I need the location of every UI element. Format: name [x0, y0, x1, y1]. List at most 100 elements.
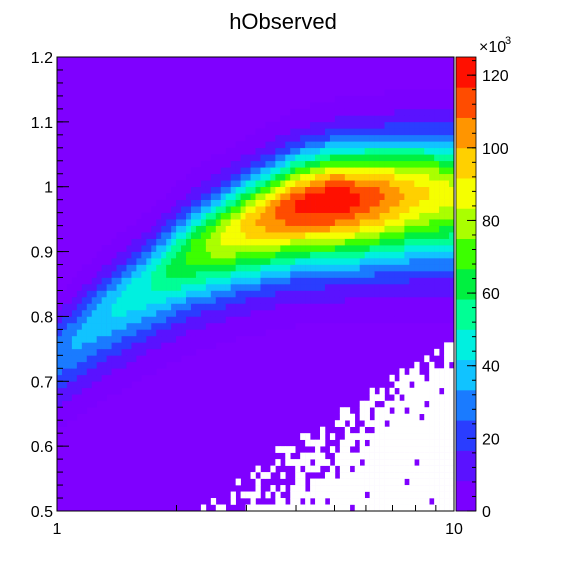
heatmap-cell-empty	[339, 478, 346, 486]
heatmap-cell	[186, 193, 192, 200]
heatmap-cell	[190, 335, 197, 343]
heatmap-cell	[66, 400, 73, 408]
heatmap-cell	[320, 121, 326, 129]
heatmap-cell	[265, 173, 271, 181]
heatmap-cell	[57, 329, 63, 337]
heatmap-cell	[96, 342, 102, 350]
heatmap-cell	[329, 212, 336, 220]
heatmap-cell	[320, 316, 326, 324]
heatmap-cell	[369, 212, 375, 220]
heatmap-cell-empty	[389, 439, 395, 447]
heatmap-cell	[310, 154, 316, 162]
heatmap-cell	[384, 121, 390, 129]
heatmap-cell	[285, 238, 291, 246]
heatmap-cell	[374, 102, 380, 110]
heatmap-cell	[181, 238, 187, 246]
heatmap-cell	[96, 335, 102, 343]
heatmap-cell	[349, 154, 356, 162]
heatmap-cell	[151, 271, 157, 278]
heatmap-cell	[171, 303, 177, 311]
heatmap-cell	[265, 141, 271, 149]
heatmap-cell	[334, 284, 341, 291]
heatmap-cell	[146, 355, 152, 363]
heatmap-cell	[116, 245, 122, 252]
heatmap-cell-empty	[429, 491, 435, 499]
heatmap-cell	[300, 212, 306, 220]
heatmap-cell	[176, 238, 182, 246]
heatmap-cell	[265, 290, 271, 298]
heatmap-cell	[195, 251, 202, 259]
heatmap-cell	[71, 368, 78, 376]
color-scale-segment	[456, 147, 476, 179]
heatmap-cell-empty	[220, 504, 227, 512]
heatmap-cell	[96, 374, 102, 382]
heatmap-cell-empty	[434, 439, 440, 447]
heatmap-cell	[344, 264, 351, 272]
heatmap-cell	[86, 329, 93, 337]
heatmap-cell	[76, 309, 83, 317]
heatmap-cell	[121, 381, 127, 389]
heatmap-cell	[364, 115, 370, 123]
heatmap-cell-empty	[389, 387, 395, 395]
heatmap-cell	[116, 271, 122, 278]
heatmap-cell	[409, 212, 415, 220]
heatmap-cell-empty	[449, 491, 455, 499]
heatmap-cell	[354, 290, 361, 298]
heatmap-cell	[86, 296, 93, 304]
heatmap-cell	[205, 258, 212, 265]
heatmap-cell	[275, 271, 281, 278]
heatmap-cell	[434, 238, 440, 246]
heatmap-cell	[230, 284, 236, 291]
heatmap-cell	[91, 296, 97, 304]
heatmap-cell	[369, 186, 375, 194]
heatmap-cell	[245, 277, 251, 285]
heatmap-cell	[389, 173, 395, 181]
heatmap-cell	[200, 284, 207, 291]
heatmap-cell	[76, 284, 83, 291]
heatmap-cell	[57, 374, 63, 382]
heatmap-cell	[429, 238, 435, 246]
heatmap-cell	[111, 368, 117, 376]
heatmap-cell	[161, 316, 167, 324]
heatmap-cell	[300, 206, 306, 213]
heatmap-cell	[190, 329, 197, 337]
heatmap-cell-empty	[300, 478, 306, 486]
heatmap-cell	[310, 303, 316, 311]
heatmap-cell	[121, 355, 127, 363]
heatmap-cell-empty	[409, 439, 415, 447]
heatmap-cell	[399, 264, 405, 272]
heatmap-cell	[245, 251, 251, 259]
heatmap-cell	[76, 296, 83, 304]
heatmap-cell	[195, 258, 202, 265]
heatmap-cell	[235, 329, 241, 337]
heatmap-cell	[195, 277, 202, 285]
heatmap-cell	[106, 335, 112, 343]
heatmap-cell	[344, 271, 351, 278]
heatmap-cell	[315, 206, 321, 213]
heatmap-cell	[171, 186, 177, 194]
heatmap-cell	[399, 121, 405, 129]
heatmap-cell	[424, 258, 430, 265]
heatmap-cell-empty	[374, 413, 380, 421]
heatmap-cell	[200, 296, 207, 304]
heatmap-cell	[389, 95, 395, 103]
heatmap-cell	[290, 193, 296, 200]
heatmap-cell	[339, 102, 346, 110]
heatmap-cell	[220, 335, 227, 343]
heatmap-cell	[324, 212, 331, 220]
heatmap-cell	[434, 219, 440, 226]
heatmap-cell	[339, 212, 346, 220]
heatmap-cell	[404, 167, 410, 175]
heatmap-cell	[171, 335, 177, 343]
heatmap-cell	[81, 355, 88, 363]
heatmap-cell	[280, 160, 286, 168]
heatmap-cell	[419, 290, 425, 298]
heatmap-cell	[230, 206, 236, 213]
heatmap-cell	[136, 271, 142, 278]
heatmap-cell	[329, 303, 336, 311]
heatmap-cell	[310, 271, 316, 278]
heatmap-cell	[320, 309, 326, 317]
heatmap-cell	[270, 303, 276, 311]
heatmap-cell	[101, 258, 107, 265]
heatmap-cell	[379, 115, 385, 123]
